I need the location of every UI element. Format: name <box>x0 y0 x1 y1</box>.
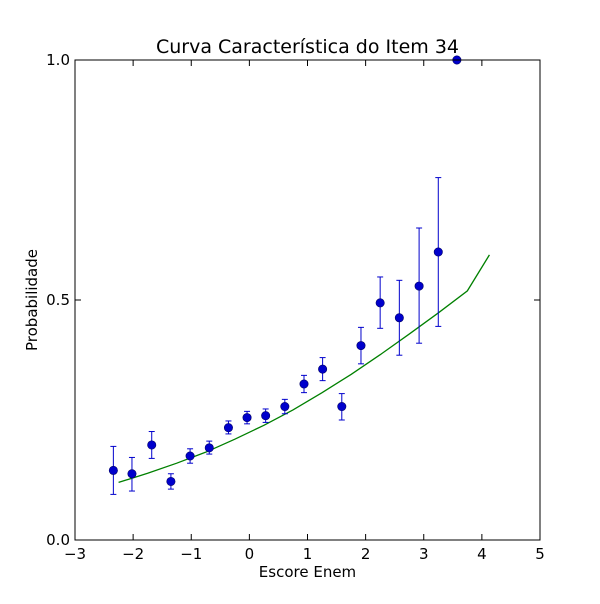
data-point-marker <box>204 443 214 453</box>
data-point-marker <box>299 379 309 389</box>
data-point-marker <box>337 402 347 412</box>
x-tick-label: 2 <box>361 545 371 563</box>
data-point-14 <box>375 276 385 329</box>
x-tick-label: 3 <box>419 545 429 563</box>
data-point-marker <box>261 411 271 421</box>
data-points-layer <box>108 55 462 495</box>
data-point-marker <box>394 313 404 323</box>
data-point-marker <box>242 413 252 423</box>
y-tick-label: 1.0 <box>46 51 70 69</box>
data-point-marker <box>185 451 195 461</box>
data-point-13 <box>356 326 366 365</box>
data-point-5 <box>204 440 214 455</box>
data-point-16 <box>414 227 424 344</box>
data-point-7 <box>242 410 252 425</box>
x-tick-label: 0 <box>245 545 255 563</box>
data-point-marker <box>318 364 328 374</box>
x-tick-label: 5 <box>535 545 545 563</box>
data-point-marker <box>147 440 157 450</box>
data-point-marker <box>433 247 443 257</box>
chart-title: Curva Característica do Item 34 <box>156 36 459 58</box>
data-point-marker <box>108 465 118 475</box>
fitted-curve-layer <box>118 254 490 484</box>
data-point-8 <box>261 408 271 423</box>
data-point-marker <box>280 402 290 412</box>
plot-area <box>75 60 540 540</box>
data-point-marker <box>414 281 424 291</box>
data-point-0 <box>108 445 118 495</box>
data-point-marker <box>223 423 233 433</box>
data-point-15 <box>394 279 404 356</box>
data-point-9 <box>280 398 290 415</box>
data-point-1 <box>127 456 137 492</box>
x-axis-label: Escore Enem <box>259 563 356 581</box>
data-point-6 <box>223 420 233 435</box>
data-point-3 <box>166 473 176 490</box>
y-tick-label: 0.5 <box>46 291 70 309</box>
data-point-12 <box>337 393 347 421</box>
data-point-4 <box>185 448 195 464</box>
ticks-layer: −3 −2 −1 0 1 2 3 4 5 0.0 0.5 1.0 <box>46 51 545 563</box>
fitted-curve-line <box>118 254 490 484</box>
data-point-17 <box>433 177 443 327</box>
y-tick-label: 0.0 <box>46 531 70 549</box>
x-tick-label: −2 <box>122 545 144 563</box>
y-axis-label: Probabilidade <box>23 249 41 351</box>
data-point-marker <box>375 298 385 308</box>
data-point-2 <box>147 431 157 459</box>
x-tick-label: 4 <box>477 545 487 563</box>
x-tick-label: −1 <box>180 545 202 563</box>
data-point-marker <box>127 469 137 479</box>
data-point-marker <box>356 341 366 351</box>
data-point-11 <box>318 357 328 382</box>
data-point-10 <box>299 374 309 394</box>
x-tick-label: −3 <box>64 545 86 563</box>
data-point-marker <box>166 476 176 486</box>
x-tick-label: 1 <box>303 545 313 563</box>
